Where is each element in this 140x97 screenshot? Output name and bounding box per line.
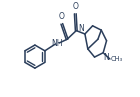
Text: NH: NH [51, 39, 63, 48]
Text: CH₃: CH₃ [111, 56, 123, 62]
Text: N: N [79, 25, 84, 33]
Text: O: O [58, 12, 64, 21]
Text: N: N [103, 53, 109, 62]
Text: O: O [73, 2, 79, 11]
